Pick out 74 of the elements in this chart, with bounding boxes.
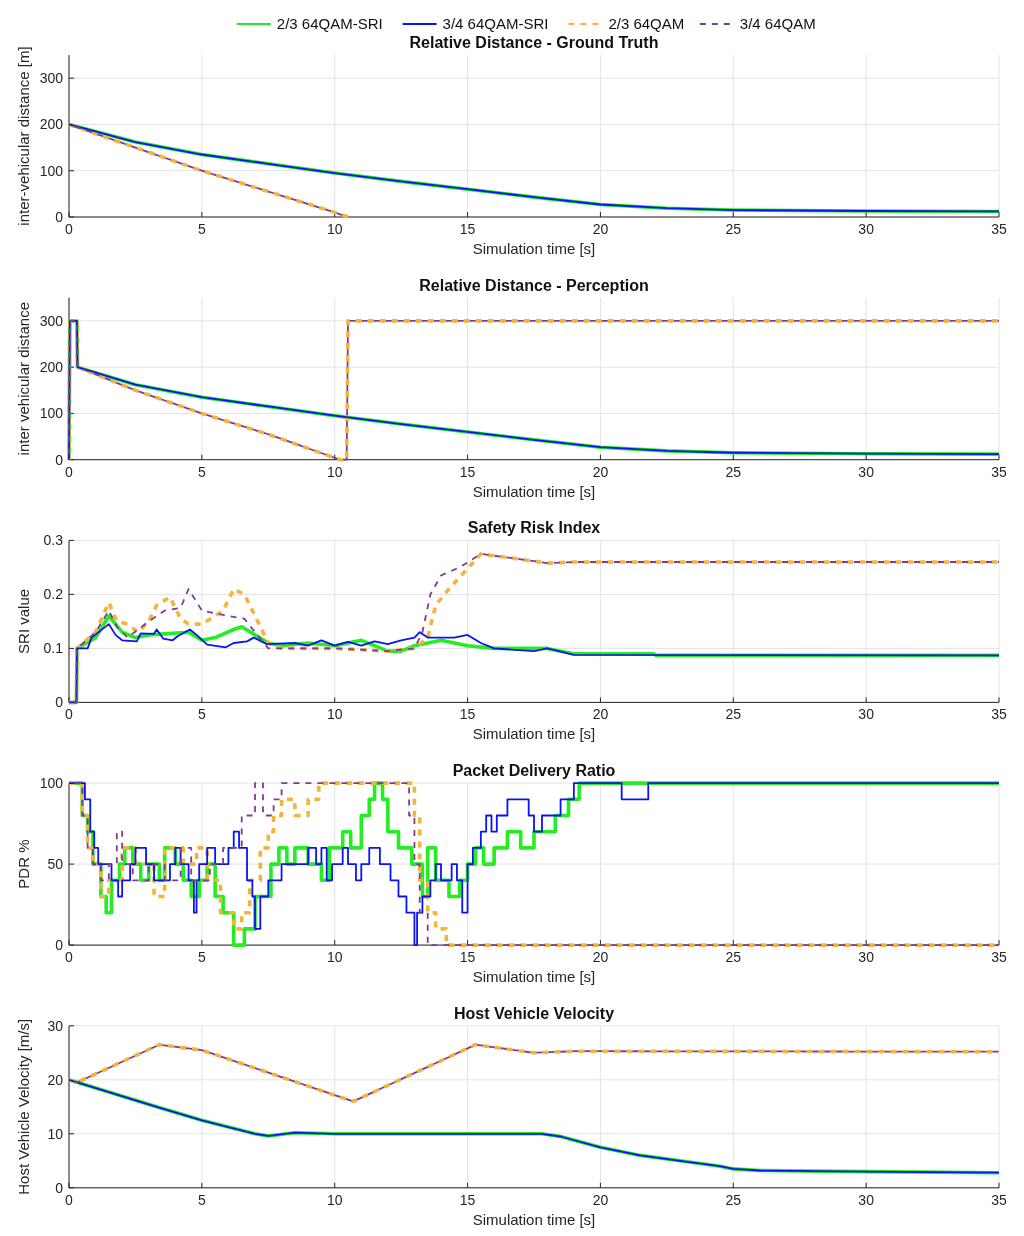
y-tick-label: 0 — [55, 209, 64, 225]
x-tick-label: 30 — [858, 949, 875, 966]
x-tick-label: 35 — [991, 463, 1007, 480]
y-tick-label: 0 — [55, 451, 64, 468]
x-tick-label: 10 — [326, 1191, 343, 1208]
x-tick-label: 10 — [326, 221, 343, 237]
x-tick-label: 15 — [459, 706, 476, 723]
x-tick-label: 20 — [592, 949, 609, 966]
y-tick-label: 50 — [47, 856, 64, 873]
chart-title: Relative Distance - Perception — [419, 276, 649, 294]
chart-title: Host Vehicle Velocity — [453, 1004, 615, 1022]
y-tick-label: 0.1 — [43, 640, 64, 657]
x-tick-label: 30 — [858, 221, 875, 237]
y-axis-title: Host Vehicle Velocity [m/s] — [15, 1018, 32, 1195]
x-tick-label: 0 — [65, 221, 74, 237]
x-tick-label: 10 — [326, 706, 343, 723]
y-tick-label: 0 — [55, 1179, 64, 1196]
x-tick-label: 20 — [592, 463, 609, 480]
legend-label: 3/4 64QAM — [739, 15, 816, 32]
x-tick-label: 35 — [991, 1191, 1007, 1208]
y-tick-label: 0 — [55, 694, 64, 711]
y-tick-label: 300 — [39, 312, 64, 329]
x-tick-label: 25 — [725, 221, 742, 237]
x-tick-label: 5 — [197, 949, 206, 966]
y-axis-title: inter vehicular distance — [15, 301, 32, 456]
x-tick-label: 35 — [991, 706, 1007, 723]
x-tick-label: 30 — [858, 1191, 875, 1208]
x-tick-label: 5 — [197, 221, 206, 237]
y-tick-label: 200 — [39, 359, 64, 376]
y-tick-label: 0.3 — [43, 532, 64, 549]
x-axis-title: Simulation time [s] — [472, 240, 596, 257]
x-tick-label: 30 — [858, 463, 875, 480]
y-axis-title: SRI value — [15, 588, 32, 654]
x-axis-title: Simulation time [s] — [472, 968, 596, 986]
x-tick-label: 5 — [197, 1191, 206, 1208]
x-tick-label: 25 — [725, 1191, 742, 1208]
y-tick-label: 0.2 — [43, 586, 64, 603]
x-tick-label: 35 — [991, 949, 1007, 966]
y-tick-label: 0 — [55, 937, 64, 954]
y-tick-label: 100 — [39, 405, 64, 422]
x-tick-label: 15 — [459, 463, 476, 480]
chart-title: Relative Distance - Ground Truth — [409, 34, 659, 51]
x-tick-label: 20 — [592, 221, 609, 237]
x-axis-title: Simulation time [s] — [472, 1210, 596, 1228]
chart-title: Packet Delivery Ratio — [452, 762, 616, 780]
x-tick-label: 25 — [725, 463, 742, 480]
y-tick-label: 300 — [39, 70, 64, 87]
x-axis-title: Simulation time [s] — [472, 482, 596, 500]
y-axis-title: PDR % — [15, 839, 32, 889]
x-tick-label: 10 — [326, 949, 343, 966]
y-tick-label: 20 — [47, 1071, 64, 1088]
y-axis-title: inter-vehicular distance [m] — [15, 46, 32, 226]
x-tick-label: 15 — [459, 221, 476, 237]
x-tick-label: 25 — [725, 949, 742, 966]
y-tick-label: 100 — [39, 775, 64, 792]
x-tick-label: 20 — [592, 1191, 609, 1208]
y-tick-label: 30 — [47, 1017, 64, 1034]
x-tick-label: 25 — [725, 706, 742, 723]
x-tick-label: 30 — [858, 706, 875, 723]
legend-label: 3/4 64QAM-SRI — [442, 15, 549, 32]
x-tick-label: 15 — [459, 1191, 476, 1208]
x-tick-label: 20 — [592, 706, 609, 723]
legend-label: 2/3 64QAM-SRI — [276, 15, 383, 32]
x-tick-label: 35 — [991, 221, 1007, 237]
x-tick-label: 15 — [459, 949, 476, 966]
chart-title: Safety Risk Index — [467, 519, 601, 537]
x-tick-label: 10 — [326, 463, 343, 480]
y-tick-label: 200 — [39, 116, 64, 133]
x-tick-label: 5 — [197, 463, 206, 480]
y-tick-label: 10 — [47, 1125, 64, 1142]
legend-label: 2/3 64QAM — [608, 15, 685, 32]
x-tick-label: 5 — [197, 706, 206, 723]
y-tick-label: 100 — [39, 162, 64, 179]
x-axis-title: Simulation time [s] — [472, 725, 596, 743]
